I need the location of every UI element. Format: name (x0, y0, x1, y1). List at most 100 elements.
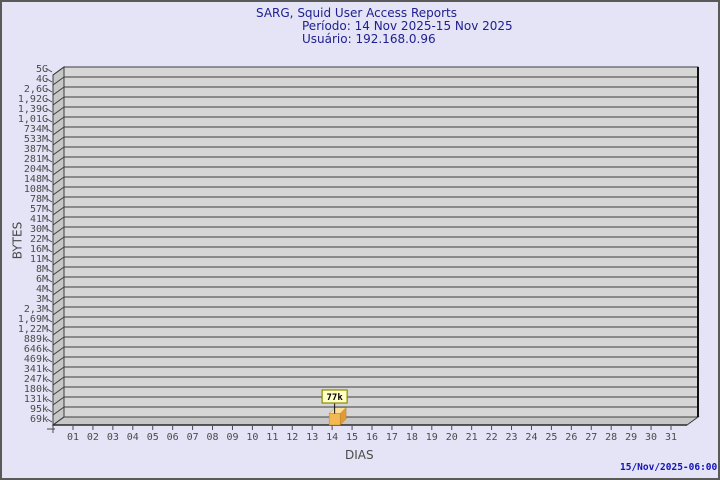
x-tick-label: 18 (406, 432, 418, 443)
gridline-wall-segment (52, 336, 65, 346)
generation-timestamp: 15/Nov/2025-06:00 (620, 462, 718, 473)
y-tick-label: 180k (24, 384, 48, 395)
gridline-wall-segment (52, 136, 65, 146)
gridline-wall-segment (52, 276, 65, 286)
y-tick-label: 16M (30, 244, 48, 255)
x-tick-label: 21 (466, 432, 478, 443)
y-tick-mark (46, 228, 53, 233)
y-tick-mark (46, 248, 53, 253)
gridline-wall-segment (52, 356, 65, 366)
gridline-wall-segment (52, 186, 65, 196)
x-tick-label: 09 (226, 432, 238, 443)
x-axis-title: DIAS (345, 448, 374, 462)
gridline-wall-segment (52, 346, 65, 356)
y-tick-mark (46, 208, 53, 213)
gridline-wall-segment (52, 396, 65, 406)
x-tick-label: 26 (565, 432, 577, 443)
y-tick-label: 341k (24, 364, 48, 375)
x-tick-label: 16 (366, 432, 378, 443)
y-tick-label: 204M (24, 164, 48, 175)
y-tick-mark (46, 348, 53, 353)
y-tick-mark (46, 328, 53, 333)
y-tick-label: 533M (24, 134, 48, 145)
y-tick-mark (46, 98, 53, 103)
y-tick-label: 6M (36, 274, 48, 285)
y-tick-label: 1,69M (18, 314, 48, 325)
gridline-wall-segment (52, 306, 65, 316)
x-tick-label: 06 (167, 432, 179, 443)
gridline-wall-segment (52, 256, 65, 266)
x-tick-label: 20 (446, 432, 458, 443)
x-tick-label: 29 (625, 432, 637, 443)
gridline-wall-segment (52, 126, 65, 136)
y-tick-mark (46, 118, 53, 123)
y-tick-mark (46, 318, 53, 323)
y-tick-mark (46, 398, 53, 403)
y-tick-label: 30M (30, 224, 48, 235)
x-tick-label: 02 (87, 432, 99, 443)
report-user: Usuário: 192.168.0.96 (302, 32, 436, 46)
x-tick-label: 28 (605, 432, 617, 443)
gridline-wall-segment (52, 266, 65, 276)
x-tick-label: 10 (246, 432, 258, 443)
gridline-wall-segment (52, 416, 65, 426)
y-tick-label: 5G (36, 64, 48, 75)
y-tick-mark (46, 268, 53, 273)
y-tick-label: 57M (30, 204, 48, 215)
gridline-wall-segment (52, 326, 65, 336)
y-tick-label: 734M (24, 124, 48, 135)
y-tick-label: 1,92G (18, 94, 48, 105)
y-tick-mark (46, 408, 53, 413)
gridline-wall-segment (52, 386, 65, 396)
y-tick-mark (46, 178, 53, 183)
y-tick-mark (46, 238, 53, 243)
y-tick-mark (46, 198, 53, 203)
y-tick-label: 889k (24, 334, 48, 345)
y-tick-mark (46, 308, 53, 313)
gridline-wall-segment (52, 76, 65, 86)
y-tick-mark (46, 368, 53, 373)
y-tick-label: 11M (30, 254, 48, 265)
gridline-wall-segment (52, 86, 65, 96)
bar-value-label: 77k (326, 393, 343, 403)
gridline-wall-segment (52, 66, 65, 76)
gridline-wall-segment (52, 146, 65, 156)
y-tick-label: 281M (24, 154, 48, 165)
gridline-wall-segment (52, 116, 65, 126)
gridline-wall-segment (52, 156, 65, 166)
y-tick-label: 1,22M (18, 324, 48, 335)
x-tick-label: 31 (665, 432, 677, 443)
y-tick-mark (46, 78, 53, 83)
y-tick-label: 2,6G (24, 84, 48, 95)
x-tick-label: 15 (346, 432, 358, 443)
report-period: Período: 14 Nov 2025-15 Nov 2025 (302, 19, 513, 33)
gridline-wall-segment (52, 166, 65, 176)
y-tick-mark (46, 218, 53, 223)
gridline-wall-segment (52, 366, 65, 376)
gridline-wall-segment (52, 286, 65, 296)
y-tick-mark (46, 88, 53, 93)
x-tick-label: 01 (67, 432, 79, 443)
gridline-wall-segment (52, 216, 65, 226)
x-tick-label: 14 (326, 432, 338, 443)
gridline-wall-segment (52, 316, 65, 326)
gridline-wall-segment (52, 406, 65, 416)
y-tick-label: 8M (36, 264, 48, 275)
x-tick-label: 03 (107, 432, 119, 443)
y-tick-mark (46, 148, 53, 153)
report-title: SARG, Squid User Access Reports (256, 6, 458, 20)
y-tick-label: 247k (24, 374, 48, 385)
gridline-wall-segment (52, 196, 65, 206)
y-tick-mark (46, 288, 53, 293)
gridline-wall-segment (52, 176, 65, 186)
x-tick-label: 11 (266, 432, 278, 443)
x-tick-label: 07 (187, 432, 199, 443)
y-tick-mark (46, 418, 53, 423)
x-tick-label: 12 (286, 432, 298, 443)
plot-area (63, 66, 699, 418)
y-tick-label: 95k (30, 404, 48, 415)
y-tick-mark (46, 108, 53, 113)
y-tick-mark (46, 298, 53, 303)
y-tick-mark (46, 378, 53, 383)
